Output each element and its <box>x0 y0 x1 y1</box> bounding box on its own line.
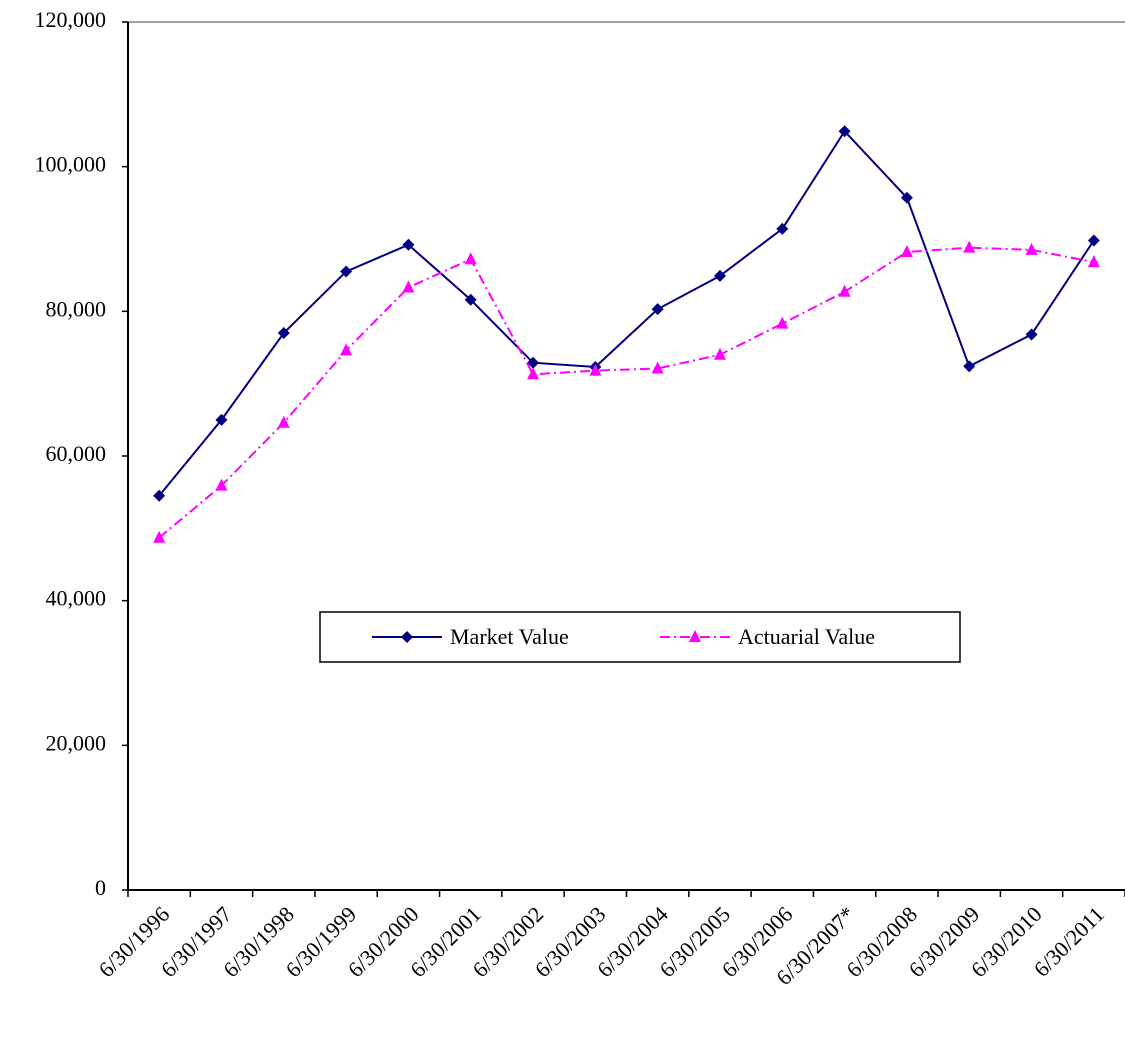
data-point <box>838 284 851 297</box>
data-point <box>215 413 228 426</box>
y-tick-label: 0 <box>95 875 106 900</box>
data-point <box>776 316 789 329</box>
y-tick-label: 40,000 <box>46 586 107 611</box>
data-point <box>651 361 664 374</box>
data-point <box>464 293 477 306</box>
data-point <box>900 245 913 258</box>
data-point <box>838 125 851 138</box>
y-tick-label: 20,000 <box>46 730 107 755</box>
data-point <box>527 367 540 380</box>
data-point <box>1025 242 1038 255</box>
legend-label: Actuarial Value <box>738 624 875 649</box>
y-tick-label: 80,000 <box>46 296 107 321</box>
data-point <box>900 191 913 204</box>
data-point <box>340 343 353 356</box>
data-point <box>277 327 290 340</box>
data-point <box>153 530 166 543</box>
data-point <box>153 489 166 502</box>
data-point <box>527 356 540 369</box>
data-point <box>215 478 228 491</box>
legend-label: Market Value <box>450 624 569 649</box>
y-tick-label: 100,000 <box>35 152 107 177</box>
series-line <box>158 129 1095 497</box>
data-point <box>277 415 290 428</box>
data-point <box>651 303 664 316</box>
data-point <box>464 252 477 265</box>
data-point <box>402 280 415 293</box>
series-line <box>158 246 1095 539</box>
data-point <box>963 360 976 373</box>
data-point <box>963 240 976 253</box>
data-point <box>1087 234 1100 247</box>
data-point <box>1025 328 1038 341</box>
legend-marker <box>401 631 413 643</box>
data-point <box>340 265 353 278</box>
data-point <box>713 347 726 360</box>
y-tick-label: 120,000 <box>35 7 107 32</box>
data-point <box>589 363 602 376</box>
data-point <box>402 238 415 251</box>
legend-marker <box>689 630 701 642</box>
data-point <box>776 222 789 235</box>
data-point <box>713 269 726 282</box>
data-point <box>1087 255 1100 268</box>
y-tick-label: 60,000 <box>46 441 107 466</box>
